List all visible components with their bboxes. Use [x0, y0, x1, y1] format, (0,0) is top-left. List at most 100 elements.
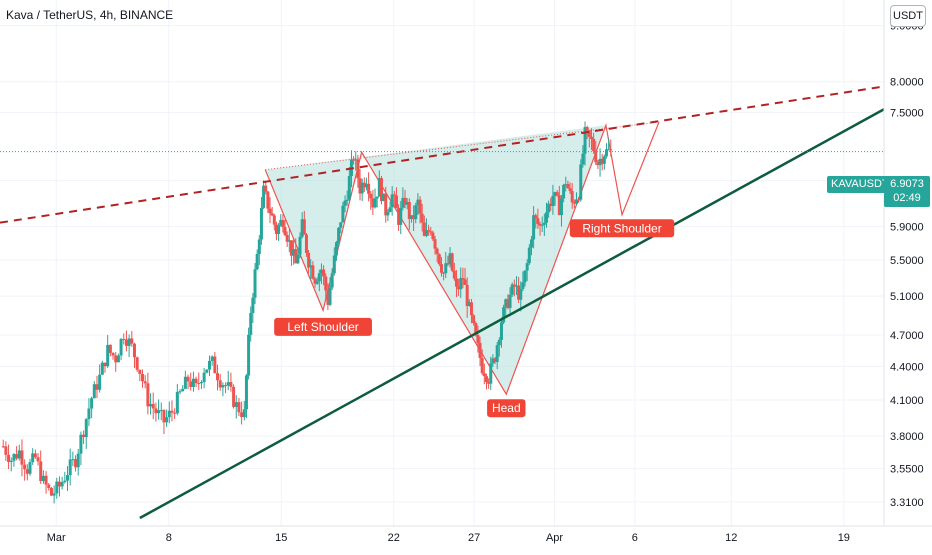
candle-body — [60, 482, 64, 487]
candle-body — [469, 302, 473, 316]
candle-body — [221, 385, 225, 388]
candle-body — [15, 454, 19, 459]
symbol-title[interactable]: Kava / TetherUS, 4h, BINANCE — [6, 8, 174, 22]
candle-body — [572, 202, 576, 204]
candle-body — [173, 412, 177, 414]
time-axis[interactable]: Mar 8 15 22 27 Apr 6 12 19 — [47, 532, 850, 544]
candle-body — [459, 278, 463, 290]
candle-body — [412, 215, 416, 220]
candle-body — [12, 454, 16, 461]
candle-body — [594, 151, 598, 163]
price-tick-label: 8.0000 — [890, 77, 924, 89]
candle-body — [532, 215, 536, 240]
candle-body — [542, 222, 546, 225]
candle-body — [356, 159, 360, 179]
candle-body — [487, 381, 491, 384]
candle-body — [270, 213, 274, 216]
candle-body — [300, 219, 304, 237]
candle-body — [334, 242, 338, 256]
candle-body — [343, 200, 347, 206]
candle-body — [122, 339, 126, 341]
candle-body — [553, 192, 557, 196]
candle-body — [551, 195, 555, 207]
candle-body — [292, 249, 296, 256]
candle-body — [360, 182, 364, 194]
candle-body — [294, 249, 298, 264]
candle-body — [472, 315, 476, 323]
candle-body — [285, 235, 289, 242]
last-price-value: 6.9073 — [890, 178, 924, 190]
candle-body — [106, 344, 110, 367]
candle-body — [41, 475, 45, 482]
candle-body — [205, 369, 209, 373]
candle-body — [480, 357, 484, 374]
annotation-label: Head — [492, 401, 521, 415]
candle-body — [36, 457, 40, 462]
time-tick-label: Apr — [546, 532, 563, 544]
candle-body — [157, 410, 161, 414]
candle-body — [581, 153, 585, 165]
candle-body — [175, 391, 179, 414]
candle-body — [339, 222, 343, 228]
candle-body — [577, 199, 581, 201]
currency-button[interactable]: USDT — [890, 5, 926, 27]
candle-body — [568, 188, 572, 192]
candle-body — [583, 127, 587, 154]
candle-body — [559, 198, 563, 216]
candle-body — [439, 264, 443, 273]
candle-body — [519, 288, 523, 300]
candle-body — [324, 276, 328, 291]
candle-body — [4, 446, 8, 455]
candle-body — [68, 459, 72, 476]
candle-body — [186, 376, 190, 382]
resistance-trendline — [0, 85, 885, 224]
candle-body — [183, 376, 187, 389]
candle-body — [392, 194, 396, 196]
pattern-neckline — [265, 121, 660, 171]
candle-body — [549, 203, 553, 207]
candle-body — [564, 184, 568, 186]
candle-body — [523, 270, 527, 283]
candle-body — [47, 484, 51, 488]
candle-body — [255, 253, 259, 270]
candle-body — [138, 369, 142, 374]
candle-body — [319, 269, 323, 274]
pattern-annotations: Left Shoulder Head Right Shoulder — [274, 219, 675, 418]
candle-body — [403, 197, 407, 205]
time-tick-label: Mar — [47, 532, 66, 544]
candle-body — [311, 265, 315, 279]
candle-body — [154, 408, 158, 414]
candle-body — [141, 373, 145, 382]
annotation-label: Right Shoulder — [582, 221, 661, 235]
candle-body — [240, 412, 244, 418]
candle-body — [289, 240, 293, 256]
trendlines — [0, 85, 885, 520]
candle-body — [304, 234, 308, 253]
price-axis[interactable]: 9.00008.00007.50006.50005.90005.50005.10… — [890, 21, 924, 509]
candle-body — [87, 408, 91, 420]
candle-body — [394, 195, 398, 209]
candle-body — [317, 273, 321, 282]
candle-body — [442, 272, 446, 274]
candle-body — [20, 450, 24, 465]
time-tick-label: 22 — [388, 532, 400, 544]
candle-body — [49, 487, 53, 496]
candle-body — [170, 410, 174, 413]
candle-body — [71, 459, 75, 461]
candle-body — [484, 376, 488, 382]
candle-body — [194, 378, 198, 384]
candle-body — [181, 388, 185, 392]
candle-body — [111, 352, 115, 356]
candle-body — [332, 255, 336, 274]
time-tick-label: 27 — [468, 532, 480, 544]
candle-body — [159, 410, 163, 412]
candle-body — [272, 215, 276, 225]
time-tick-label: 6 — [632, 532, 638, 544]
candle-body — [493, 358, 497, 362]
candle-body — [249, 313, 253, 335]
candle-body — [202, 372, 206, 383]
candle-body — [44, 475, 48, 485]
candle-body — [512, 284, 516, 287]
